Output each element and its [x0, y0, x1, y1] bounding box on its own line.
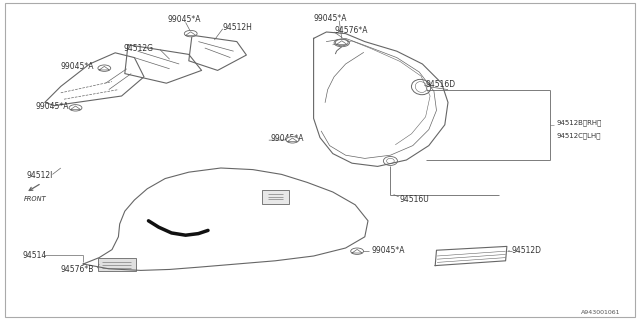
Text: 94512H: 94512H: [223, 23, 253, 32]
Text: 99045*A: 99045*A: [61, 62, 94, 71]
Text: 94512I: 94512I: [27, 171, 53, 180]
Text: 94516U: 94516U: [400, 195, 429, 204]
Text: 94576*B: 94576*B: [61, 265, 94, 274]
FancyBboxPatch shape: [262, 190, 289, 204]
Text: FRONT: FRONT: [24, 196, 47, 202]
Text: 94576*A: 94576*A: [334, 26, 367, 35]
Circle shape: [184, 30, 197, 37]
Circle shape: [69, 105, 82, 111]
Text: 99045*A: 99045*A: [314, 14, 347, 23]
Text: 94512D: 94512D: [512, 246, 542, 255]
Text: 94512G: 94512G: [124, 44, 154, 53]
Ellipse shape: [412, 79, 431, 95]
Ellipse shape: [383, 156, 397, 165]
Text: 99045*A: 99045*A: [271, 134, 304, 143]
Text: 99045*A: 99045*A: [371, 246, 404, 255]
Ellipse shape: [387, 158, 394, 164]
Circle shape: [334, 39, 349, 47]
Circle shape: [286, 137, 299, 143]
Text: 99045*A: 99045*A: [168, 15, 201, 24]
Circle shape: [98, 65, 111, 71]
Ellipse shape: [415, 82, 427, 92]
Text: 94516D: 94516D: [426, 80, 456, 89]
Circle shape: [351, 248, 364, 254]
Text: 99045*A: 99045*A: [35, 102, 68, 111]
Text: 94514: 94514: [22, 251, 47, 260]
Circle shape: [335, 39, 348, 46]
Text: 94512B〈RH〉: 94512B〈RH〉: [557, 119, 602, 125]
FancyBboxPatch shape: [98, 258, 136, 271]
Text: 94512C〈LH〉: 94512C〈LH〉: [557, 133, 602, 139]
Text: A943001061: A943001061: [581, 309, 621, 315]
